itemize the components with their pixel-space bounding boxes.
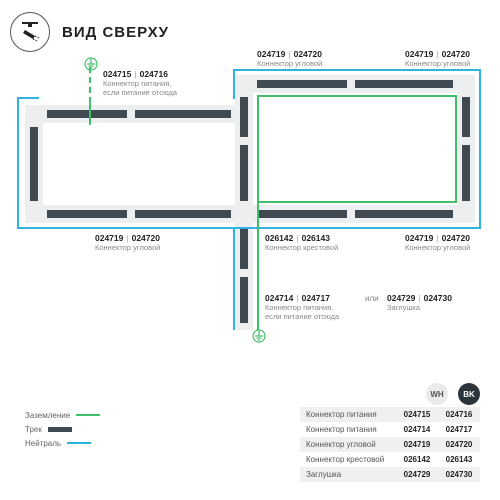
ground-line [257, 203, 259, 330]
label-bot-right: 024719|024720 Коннектор угловой [405, 233, 470, 252]
table-row: Коннектор крестовой026142026143 [300, 452, 480, 467]
legend-colors: ЗаземлениеТрекНейтраль [25, 408, 100, 450]
label-bot-left: 024719|024720 Коннектор угловой [95, 233, 160, 252]
table-row: Коннектор питания024714024717 [300, 422, 480, 437]
ground-line [89, 101, 91, 125]
ground-symbol-icon [251, 329, 267, 343]
neutral-line [17, 97, 19, 229]
ground-line [257, 95, 455, 97]
label-tail-power: 024714|024717 Коннектор питания, если пи… [265, 293, 339, 321]
ground-line [257, 201, 457, 203]
label-left-power: 024715|024716 Коннектор питания, если пи… [103, 69, 177, 97]
neutral-line [233, 69, 235, 99]
track-seg [462, 145, 470, 201]
neutral-line [17, 97, 39, 99]
table-row: Коннектор угловой024719024720 [300, 437, 480, 452]
article-table: WH BK Коннектор питания024715024716Конне… [300, 383, 480, 482]
ground-symbol-icon [83, 57, 99, 71]
legend-row: Трек [25, 422, 100, 436]
track-seg [135, 110, 231, 118]
ground-line [455, 95, 457, 203]
neutral-line [479, 69, 481, 229]
track-seg [47, 110, 127, 118]
legend-row: Нейтраль [25, 436, 100, 450]
ground-line [257, 95, 259, 203]
track-seg [240, 145, 248, 201]
ground-line [89, 67, 91, 103]
neutral-line [17, 227, 235, 229]
neutral-line [233, 69, 481, 71]
label-tail-plug: 024729|024730 Заглушка [387, 293, 452, 312]
label-or: или [365, 294, 379, 304]
chip-bk: BK [458, 383, 480, 405]
table-row: Заглушка024729024730 [300, 467, 480, 482]
track-seg [240, 277, 248, 323]
track-seg [30, 127, 38, 201]
track-seg [355, 210, 453, 218]
neutral-line [233, 227, 235, 330]
track-diagram: 024719|024720 Коннектор угловой 024719|0… [25, 75, 475, 330]
track-seg [355, 80, 453, 88]
label-top-right: 024719|024720 Коннектор угловой [405, 49, 470, 68]
chip-wh: WH [426, 383, 448, 405]
label-bot-mid: 026142|026143 Коннектор крестовой [265, 233, 338, 252]
track-seg [257, 80, 347, 88]
track-seg [462, 97, 470, 137]
table-row: Коннектор питания024715024716 [300, 407, 480, 422]
neutral-line [233, 227, 481, 229]
track-seg [257, 210, 347, 218]
legend-row: Заземление [25, 408, 100, 422]
track-seg [240, 227, 248, 269]
track-seg [240, 97, 248, 137]
label-top-mid: 024719|024720 Коннектор угловой [257, 49, 322, 68]
track-seg [135, 210, 231, 218]
view-top-icon [10, 12, 50, 52]
track-seg [47, 210, 127, 218]
page-title: ВИД СВЕРХУ [62, 24, 169, 41]
